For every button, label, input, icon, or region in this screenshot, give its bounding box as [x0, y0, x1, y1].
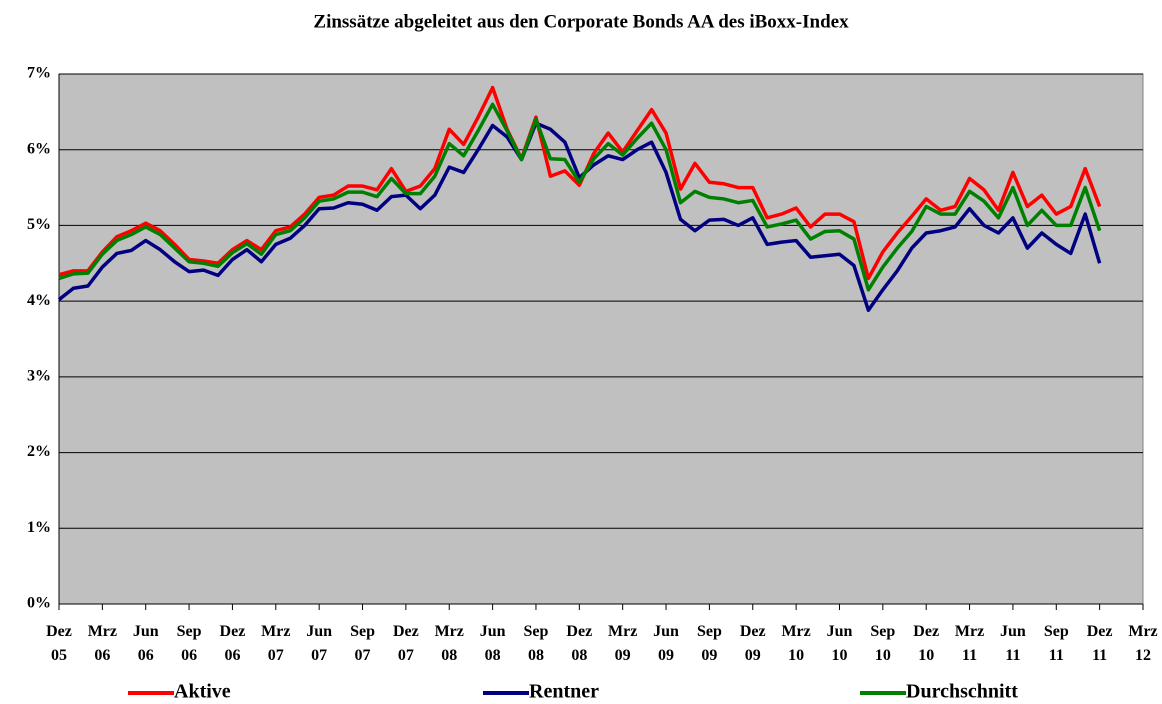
y-tick-label: 1% — [27, 519, 51, 536]
x-tick-label: Dez 06 — [219, 623, 246, 664]
x-tick-label: Dez 09 — [739, 623, 766, 664]
legend-label: Durchschnitt — [906, 681, 1018, 703]
x-tick-label: Jun 10 — [826, 623, 853, 664]
series-line — [58, 85, 1102, 281]
x-tick-label: Dez 10 — [913, 623, 940, 664]
x-tick-label: Dez 08 — [566, 623, 593, 664]
x-tick-label: Sep 06 — [176, 623, 202, 664]
x-tick-label: Mrz 12 — [1128, 623, 1158, 664]
x-tick-label: Dez 11 — [1086, 623, 1113, 664]
y-tick-label: 3% — [27, 368, 51, 385]
x-tick-label: Sep 08 — [523, 623, 549, 664]
y-tick-label: 6% — [27, 140, 51, 157]
x-tick-label: Jun 06 — [132, 623, 159, 664]
x-tick-label: Mrz 06 — [87, 623, 118, 664]
y-tick-label: 5% — [27, 216, 51, 233]
x-tick-label: Mrz 11 — [954, 623, 985, 664]
chart-title: Zinssätze abgeleitet aus den Corporate B… — [313, 11, 849, 32]
legend-label: Aktive — [174, 681, 231, 703]
x-tick-label: Mrz 09 — [608, 623, 638, 664]
x-tick-label: Jun 09 — [653, 623, 679, 664]
series-line — [58, 102, 1102, 292]
y-tick-label: 4% — [27, 292, 51, 309]
y-tick-label: 0% — [27, 595, 51, 612]
legend-label: Rentner — [529, 681, 599, 703]
x-tick-label: Sep 11 — [1043, 623, 1069, 664]
y-tick-label: 7% — [27, 65, 51, 82]
x-tick-label: Dez 07 — [392, 623, 419, 664]
x-tick-label: Mrz 10 — [781, 623, 811, 664]
x-tick-label: Sep 10 — [870, 623, 896, 664]
x-tick-label: Jun 08 — [479, 623, 506, 664]
x-tick-label: Mrz 08 — [434, 623, 464, 664]
x-tick-label: Sep 07 — [350, 623, 375, 664]
x-tick-label: Jun 07 — [306, 623, 333, 664]
x-tick-label: Dez 05 — [46, 623, 72, 664]
y-tick-label: 2% — [27, 443, 51, 460]
series-line — [57, 121, 1102, 312]
x-tick-label: Sep 09 — [696, 623, 722, 664]
x-tick-label: Mrz 07 — [261, 623, 291, 664]
x-tick-label: Jun 11 — [1000, 623, 1026, 664]
